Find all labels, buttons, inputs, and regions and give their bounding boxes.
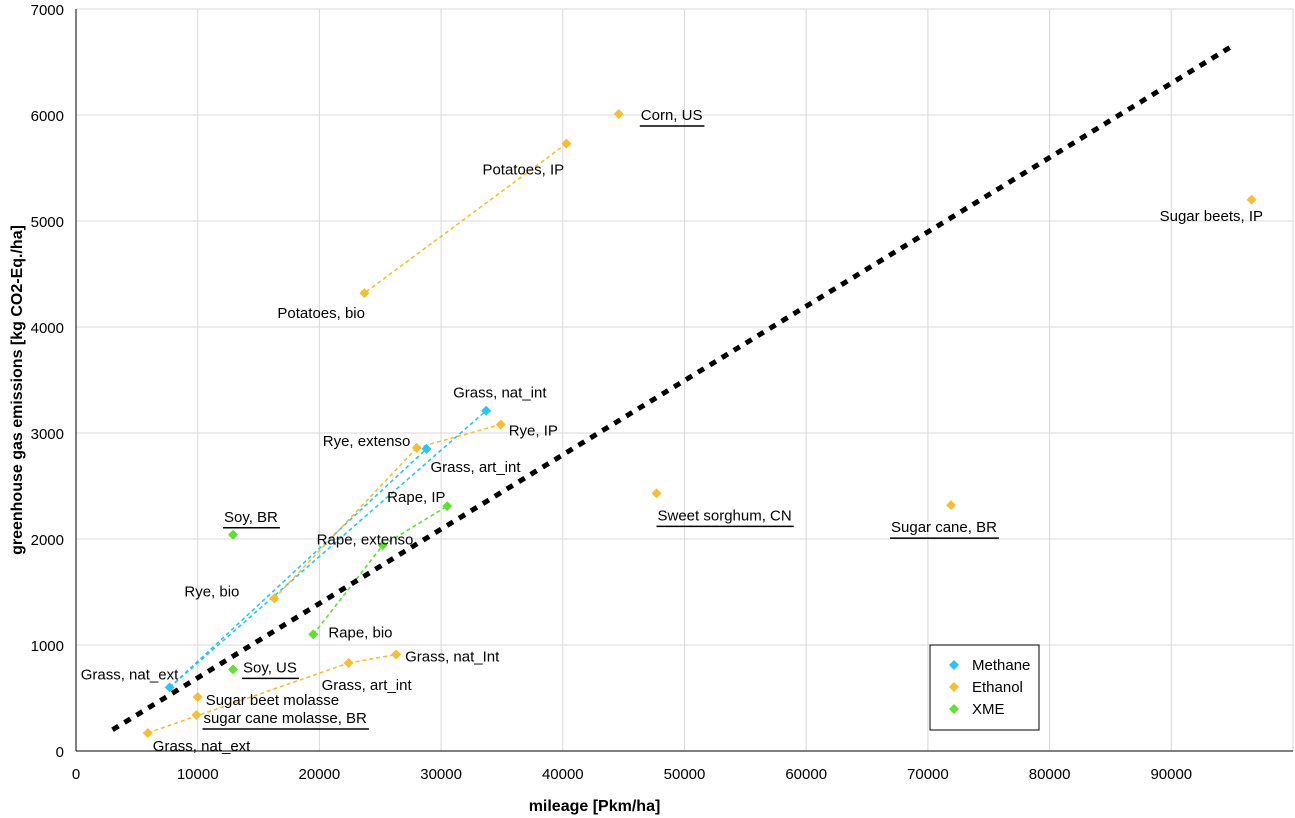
- point-label: Grass, nat_int: [453, 385, 547, 402]
- series-connector-xme: [312, 544, 384, 635]
- x-tick-label: 0: [72, 766, 80, 783]
- point-label: Sugar cane, BR: [891, 519, 997, 536]
- point-label: Grass, art_int: [430, 459, 521, 476]
- data-point-ethanol: [359, 288, 370, 299]
- point-label: Soy, BR: [224, 509, 278, 526]
- data-points: [142, 108, 1257, 738]
- grid-lines: [75, 8, 1294, 752]
- y-tick-label: 1000: [31, 638, 64, 655]
- data-point-ethanol: [192, 691, 203, 702]
- point-label: Sugar beets, IP: [1160, 208, 1263, 225]
- point-label: Potatoes, bio: [277, 305, 365, 322]
- series-connector-methane: [169, 410, 487, 689]
- x-tick-label: 50000: [664, 766, 706, 783]
- data-point-ethanol: [269, 593, 280, 604]
- legend-marker-xme: [949, 704, 959, 714]
- x-tick-label: 40000: [542, 766, 584, 783]
- data-point-ethanol: [142, 727, 153, 738]
- legend-marker-ethanol: [949, 682, 959, 692]
- point-label: sugar cane molasse, BR: [203, 710, 367, 727]
- data-point-ethanol: [651, 488, 662, 499]
- x-axis-title: mileage [Pkm/ha]: [529, 798, 661, 815]
- x-tick-label: 90000: [1150, 766, 1192, 783]
- y-tick-label: 0: [56, 744, 64, 761]
- series-connectors: [147, 142, 567, 734]
- point-label: Grass, nat_Int: [405, 649, 500, 666]
- data-point-ethanol: [191, 709, 202, 720]
- point-label: Grass, art_int: [322, 677, 413, 694]
- data-point-xme: [227, 529, 238, 540]
- data-point-ethanol: [946, 500, 957, 511]
- x-tick-label: 70000: [907, 766, 949, 783]
- x-tick-label: 20000: [299, 766, 341, 783]
- data-point-methane: [421, 443, 432, 454]
- point-label: Sugar beet molasse: [206, 692, 339, 709]
- y-axis-title: greenhouse gas emissions [kg CO2-Eq./ha]: [9, 225, 26, 555]
- legend-label: XME: [972, 701, 1005, 718]
- point-label: Grass, nat_ext: [153, 738, 251, 755]
- y-tick-label: 7000: [31, 2, 64, 19]
- series-connector-ethanol: [147, 662, 349, 734]
- data-point-ethanol: [391, 649, 402, 660]
- point-label: Rape, bio: [328, 624, 392, 641]
- data-point-xme: [377, 540, 388, 551]
- legend: Methane Ethanol XME: [929, 644, 1040, 731]
- y-tick-label: 6000: [31, 108, 64, 125]
- data-point-ethanol: [495, 419, 506, 430]
- point-label: Rye, IP: [509, 423, 558, 440]
- x-tick-label: 60000: [785, 766, 827, 783]
- data-point-methane: [164, 682, 175, 693]
- x-tick-label: 80000: [1029, 766, 1071, 783]
- trend-line: [111, 43, 1234, 732]
- point-label: Sweet sorghum, CN: [658, 507, 792, 524]
- point-label: Rye, bio: [184, 583, 239, 600]
- y-tick-label: 3000: [31, 426, 64, 443]
- x-tick-label: 10000: [177, 766, 219, 783]
- point-label: Rape, IP: [387, 489, 445, 506]
- data-point-ethanol: [613, 108, 624, 119]
- y-tick-label: 5000: [31, 214, 64, 231]
- series-connector-ethanol: [416, 423, 501, 449]
- series-connector-methane: [169, 448, 428, 688]
- series-connector-xme: [382, 505, 448, 547]
- point-label: Potatoes, IP: [482, 162, 564, 179]
- point-labels: Grass, nat_ext Grass, art_int Grass, nat_i…: [81, 107, 1263, 755]
- series-connector-ethanol: [348, 653, 397, 664]
- point-label: Rye, extenso: [323, 433, 411, 450]
- legend-label: Ethanol: [972, 679, 1023, 696]
- legend-marker-methane: [949, 660, 959, 670]
- data-point-methane: [481, 405, 492, 416]
- y-tick-label: 2000: [31, 532, 64, 549]
- data-point-ethanol: [411, 442, 422, 453]
- data-point-xme: [227, 664, 238, 675]
- data-point-ethanol: [1246, 194, 1257, 205]
- legend-box: [929, 644, 1040, 731]
- data-point-xme: [308, 629, 319, 640]
- point-label: Rape, extenso: [317, 531, 414, 548]
- point-label: Grass, nat_ext: [81, 666, 179, 683]
- data-point-ethanol: [343, 658, 354, 669]
- point-label: Soy, US: [243, 659, 297, 676]
- data-point-ethanol: [561, 138, 572, 149]
- data-point-xme: [442, 501, 453, 512]
- axis-ticks: 0 10000 20000 30000 40000 50000 60000 70000 8000…: [31, 2, 1193, 783]
- x-tick-label: 30000: [420, 766, 462, 783]
- y-tick-label: 4000: [31, 320, 64, 337]
- point-label: Corn, US: [641, 107, 703, 124]
- legend-label: Methane: [972, 657, 1030, 674]
